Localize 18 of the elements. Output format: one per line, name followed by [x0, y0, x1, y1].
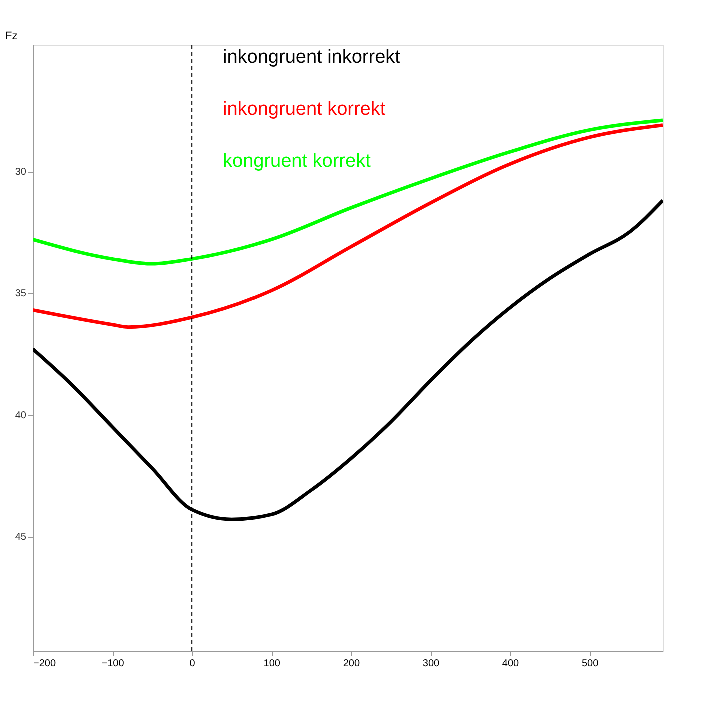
- x-tick-label: 0: [190, 658, 196, 670]
- series-label: kongruent korrekt: [223, 151, 372, 172]
- y-tick-label: 40: [15, 410, 27, 422]
- y-tick-label: 30: [15, 167, 27, 178]
- x-tick-label: 500: [582, 658, 600, 670]
- y-tick-label: 45: [15, 532, 27, 544]
- text: inkongruent inkorrekt: [223, 47, 402, 68]
- x-tick-label: −100: [102, 658, 125, 670]
- x-tick-label: 100: [264, 658, 281, 670]
- x-tick-label: 200: [343, 658, 360, 670]
- line-series: [33, 124, 663, 330]
- y-axis-title: Fz: [6, 30, 18, 42]
- x-tick-label: 400: [502, 658, 520, 670]
- text: inkongruent korrekt: [223, 99, 386, 120]
- x-tick-label: 300: [422, 658, 440, 670]
- line-series: [33, 118, 663, 266]
- y-tick-label: 35: [15, 288, 27, 300]
- x-tick-label: −200: [34, 658, 56, 670]
